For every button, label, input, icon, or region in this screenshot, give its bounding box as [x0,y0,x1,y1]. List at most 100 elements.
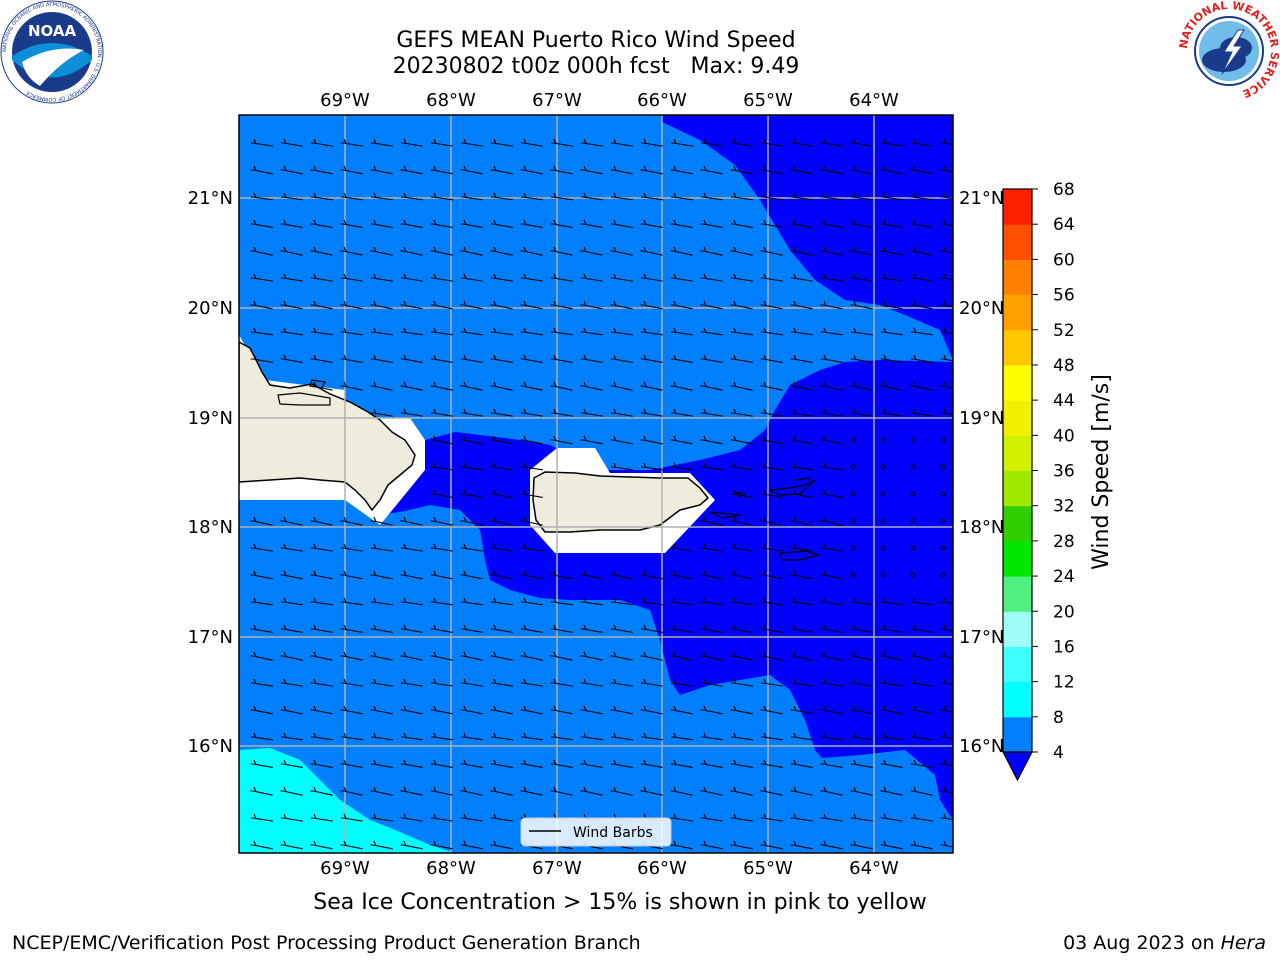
wind-barb [250,732,273,741]
calm-circle [850,464,856,470]
wind-barb [730,759,753,769]
wind-barb [520,327,543,336]
wind-barb [670,408,693,417]
land-puerto-rico [532,471,710,533]
calm-circle [910,464,916,470]
wind-barb [610,786,633,796]
wind-barb [430,462,453,471]
colorbar-tick-label: 40 [1053,426,1075,446]
wind-barb [670,732,693,741]
wind-barb [250,597,273,606]
wind-barb [910,705,933,715]
wind-barb [460,408,483,417]
wind-barb [610,273,633,282]
wind-barb [700,327,723,336]
wind-barb [430,570,453,580]
wind-barb [850,732,873,741]
wind-barb [610,354,633,364]
wind-barb [640,732,663,741]
wind-barb [490,705,513,715]
wind-barb [310,786,333,796]
wind-barb [370,813,393,822]
wind-barb [370,246,393,256]
colorbar-segment [1003,681,1032,718]
wind-barb [700,516,723,526]
colorbar-tick-label: 36 [1053,462,1075,482]
wind-barb [610,624,633,634]
wind-barb [550,624,573,634]
wind-barb [550,354,573,364]
map-plot-area: Wind Barbs [239,115,953,853]
wind-barb [580,759,603,769]
wind-barb [340,624,363,634]
wind-barb [460,597,483,606]
barb-legend: Wind Barbs [520,817,672,847]
wind-barb [550,327,573,336]
wind-barb [880,678,903,687]
wind-barb [880,381,903,391]
wind-barb [670,678,693,687]
wind-barb [340,192,363,201]
wind-barb [670,570,693,580]
wind-barb [580,246,603,256]
wind-barb [730,381,753,391]
lat-label-left: 16°N [188,736,233,757]
wind-barb [850,840,873,850]
colorbar-under-arrow [1002,751,1033,782]
wind-barb [520,138,543,147]
wind-barb [400,327,423,336]
wind-barb [460,435,483,445]
wind-barb [400,840,423,850]
wind-barb [850,192,873,201]
calm-circle [850,437,856,443]
lon-label-top: 66°W [637,90,687,111]
wind-barb [250,651,273,661]
wind-barb [310,543,333,552]
wind-barb [400,597,423,606]
wind-barb [910,273,933,282]
wind-barbs [250,138,953,850]
wind-barb [790,759,813,769]
wind-barb [310,192,333,201]
wind-barb [790,327,813,336]
wind-barb [880,408,903,417]
wind-barb [610,138,633,147]
wind-barb [490,354,513,364]
wind-barb [280,543,303,552]
wind-barb [790,678,813,687]
wind-barb [820,219,843,229]
colorbar-segment [1003,646,1032,683]
wind-barb [490,786,513,796]
wind-barb [760,138,783,147]
wind-barb [700,543,723,552]
wind-barb [550,705,573,715]
wind-barb [880,273,903,282]
wind-barb [820,678,843,687]
wind-barb [580,732,603,741]
chart-subtitle: 20230802 t00z 000h fcst Max: 9.49 [392,54,800,79]
wind-barb [490,246,513,256]
lon-label-bottom: 66°W [637,858,687,879]
wind-barb [280,651,303,661]
calm-circle [940,545,946,551]
wind-barb [280,327,303,336]
wind-barb [760,462,783,471]
wind-barb [760,489,783,499]
wind-barb [610,381,633,391]
wind-barb [730,489,753,499]
wind-barb [850,165,873,175]
wind-barb [580,651,603,661]
wind-barb [460,273,483,282]
wind-barb [340,381,363,391]
wind-barb [280,813,303,822]
wind-barb [820,192,843,201]
wind-barb [760,408,783,417]
wind-barb [820,813,843,822]
wind-barb [880,813,903,822]
wind-barb [700,273,723,282]
wind-barb [580,678,603,687]
wind-barb [670,354,693,364]
wind-barb [490,570,513,580]
wind-barb [280,246,303,256]
